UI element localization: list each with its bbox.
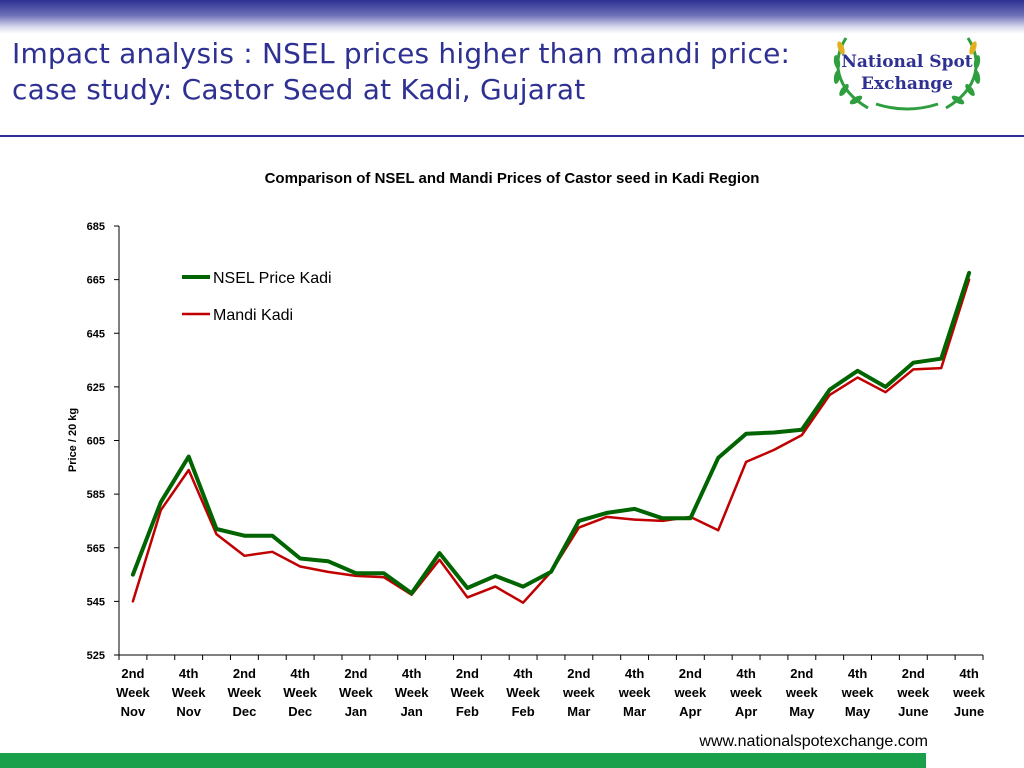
x-tick-label-line: May [845, 704, 871, 719]
x-tick-label-line: Nov [121, 704, 146, 719]
y-tick-label: 585 [87, 489, 105, 501]
x-tick-label-line: Apr [679, 704, 701, 719]
x-tick-label-line: 2nd [233, 666, 256, 681]
x-tick-label: 2nd week Mar [562, 666, 596, 719]
x-tick-label: 2nd Week Nov [116, 666, 150, 719]
x-tick-label: 2nd Week Feb [451, 666, 485, 719]
x-tick-label: 2nd week June [896, 666, 930, 719]
chart-legend: NSEL Price Kadi Mandi Kadi [182, 270, 332, 324]
national-spot-exchange-logo: National Spot Exchange [826, 32, 988, 114]
series-line-mandi-kadi [131, 278, 971, 604]
footer-green-bar [0, 753, 926, 768]
y-tick-label: 545 [87, 596, 105, 608]
x-tick-label-line: 4th [290, 666, 310, 681]
x-tick-label-line: Week [451, 685, 485, 700]
x-tick-label: 4th week Apr [729, 666, 763, 719]
slide-title: Impact analysis : NSEL prices higher tha… [12, 36, 812, 108]
x-tick-label: 2nd Week Dec [228, 666, 262, 719]
x-tick-label-line: 2nd [456, 666, 479, 681]
footer-website-url: www.nationalspotexchange.com [699, 733, 928, 750]
title-divider [0, 135, 1024, 137]
x-tick-label-line: 4th [402, 666, 422, 681]
x-tick-label-line: Nov [176, 704, 201, 719]
x-tick-label-line: Week [506, 685, 540, 700]
x-tick-label-line: week [785, 685, 819, 700]
x-tick-label-line: Week [116, 685, 150, 700]
x-tick-label-line: 2nd [902, 666, 925, 681]
slide-title-line-2: case study: Castor Seed at Kadi, Gujarat [12, 73, 586, 106]
chart-series [130, 270, 972, 604]
wheat-wreath-icon [833, 37, 981, 111]
x-tick-label: 2nd week Apr [673, 666, 707, 719]
price-comparison-chart: Comparison of NSEL and Mandi Prices of C… [67, 170, 986, 719]
chart-title: Comparison of NSEL and Mandi Prices of C… [265, 170, 760, 187]
x-tick-label-line: Week [395, 685, 429, 700]
x-tick-label: 4th Week Feb [506, 666, 540, 719]
y-axis-label: Price / 20 kg [67, 408, 79, 472]
x-tick-label-line: Jan [345, 704, 367, 719]
header-gradient-band [0, 0, 1024, 34]
x-tick-label: 4th Week Jan [395, 666, 429, 719]
x-tick-label: 4th week May [841, 666, 875, 719]
x-tick-label-line: 4th [179, 666, 199, 681]
x-tick-label-line: June [954, 704, 984, 719]
logo-text-line-2: Exchange [861, 74, 953, 94]
y-tick-label: 565 [87, 543, 105, 555]
slide-title-line-1: Impact analysis : NSEL prices higher tha… [12, 37, 791, 70]
x-tick-label-line: week [673, 685, 707, 700]
x-tick-label-line: Week [228, 685, 262, 700]
y-tick-label: 605 [87, 436, 105, 448]
x-tick-label: 2nd Week Jan [339, 666, 373, 719]
x-tick-label-line: Week [283, 685, 317, 700]
x-tick-label: 4th week Mar [618, 666, 652, 719]
x-tick-label-line: Dec [232, 704, 256, 719]
x-tick-label-line: 4th [959, 666, 979, 681]
x-tick-label-line: week [952, 685, 986, 700]
x-tick-label-line: 2nd [679, 666, 702, 681]
legend-label: Mandi Kadi [213, 307, 293, 324]
x-tick-label-line: Mar [567, 704, 590, 719]
y-tick-label: 625 [87, 382, 105, 394]
x-tick-label-line: Week [172, 685, 206, 700]
legend-label: NSEL Price Kadi [213, 270, 332, 287]
x-tick-label-line: 2nd [790, 666, 813, 681]
y-tick-label: 645 [87, 328, 105, 340]
x-tick-label: 2nd week May [785, 666, 819, 719]
x-tick-label-line: week [841, 685, 875, 700]
x-tick-label-line: Jan [400, 704, 422, 719]
x-tick-label-line: Apr [735, 704, 757, 719]
x-tick-label-line: week [618, 685, 652, 700]
x-tick-label-line: Dec [288, 704, 312, 719]
x-tick-label-line: week [562, 685, 596, 700]
x-tick-label-line: Week [339, 685, 373, 700]
x-tick-label-line: 2nd [567, 666, 590, 681]
x-tick-label-line: 2nd [344, 666, 367, 681]
x-tick-label-line: Mar [623, 704, 646, 719]
x-tick-label-line: Feb [512, 704, 535, 719]
y-tick-label: 665 [87, 275, 105, 287]
x-tick-label-line: 2nd [121, 666, 144, 681]
x-tick-label-line: 4th [625, 666, 645, 681]
x-tick-label-line: Feb [456, 704, 479, 719]
x-tick-label-line: May [789, 704, 815, 719]
x-tick-label-line: 4th [848, 666, 868, 681]
x-tick-label-line: 4th [513, 666, 533, 681]
x-tick-label: 4th week June [952, 666, 986, 719]
x-tick-label: 4th Week Nov [172, 666, 206, 719]
x-tick-label-line: 4th [736, 666, 756, 681]
x-tick-label-line: June [898, 704, 928, 719]
y-tick-label: 685 [87, 221, 105, 233]
x-tick-label-line: week [729, 685, 763, 700]
y-tick-label: 525 [87, 650, 105, 662]
x-tick-label-line: week [896, 685, 930, 700]
series-line-nsel-price-kadi [130, 270, 972, 596]
logo-text-line-1: National Spot [841, 52, 973, 72]
x-tick-label: 4th Week Dec [283, 666, 317, 719]
